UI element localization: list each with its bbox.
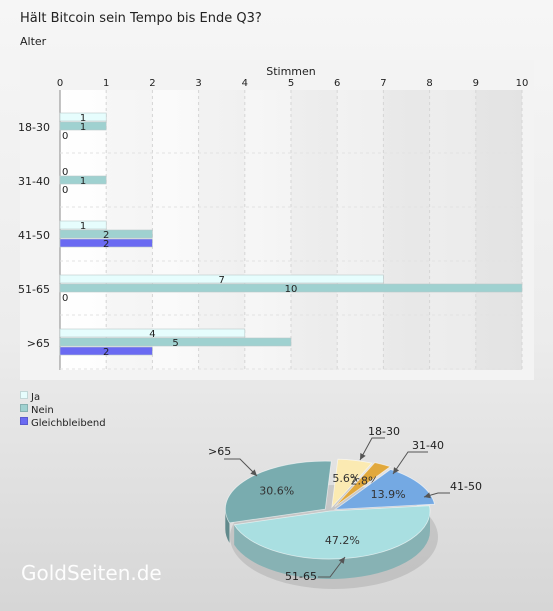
bar-nein-gt65 [59, 337, 292, 347]
legend-swatch-gleichbleibend [20, 417, 28, 425]
data-label: 0 [62, 293, 68, 304]
data-label: 0 [62, 131, 68, 142]
y-tick-label: 41-50 [18, 229, 50, 242]
y-tick-label: 31-40 [18, 175, 50, 188]
bar-nein-31-40 [59, 175, 107, 185]
legend-label-gleichbleibend: Gleichbleibend [31, 418, 106, 429]
legend-item-nein[interactable]: Nein [20, 404, 106, 417]
legend-item-ja[interactable]: Ja [20, 391, 106, 404]
data-label: 4 [149, 329, 155, 340]
bar-nein-41-50 [59, 229, 153, 239]
data-label: 7 [219, 275, 225, 286]
grid-band [383, 90, 429, 370]
pie-slice-18-30 [331, 458, 373, 509]
x-tick-label: 5 [288, 78, 294, 89]
grid-band [291, 90, 337, 370]
data-label: 5 [172, 338, 178, 349]
data-label: 10 [285, 284, 298, 295]
pie-category-label: 18-30 [368, 425, 400, 438]
x-tick-label: 9 [473, 78, 479, 89]
x-tick-label: 2 [149, 78, 155, 89]
bar-chart: 0 1 2 3 4 5 6 7 8 9 10Stimmen18-3011031-4001041-50… [18, 60, 534, 380]
pie-side-51-65 [234, 511, 430, 579]
x-tick-label: 4 [242, 78, 248, 89]
pie-leader-line [224, 458, 258, 477]
pie-category-label: 51-65 [285, 570, 317, 583]
data-label: 0 [62, 167, 68, 178]
x-tick-label: 1 [103, 78, 109, 89]
pie-category-label: >65 [208, 445, 231, 458]
pie-leader-line [318, 556, 346, 578]
data-label: 0 [62, 185, 68, 196]
legend-label-nein: Nein [31, 405, 54, 416]
bar-nein-18-30 [59, 121, 107, 131]
y-tick-label: 18-30 [18, 121, 50, 134]
pie-category-label: 41-50 [450, 480, 482, 493]
data-label: 1 [80, 176, 86, 187]
x-axis-title: Stimmen [266, 65, 316, 78]
grid-band [476, 90, 522, 370]
pie-value-label: 2.8% [351, 474, 379, 487]
pie-leader-arrow [250, 469, 257, 476]
pie-leader-arrow [360, 453, 366, 460]
bar-nein-51-65 [59, 283, 523, 293]
pie-side-gt65 [225, 509, 230, 543]
pie-leader-line [423, 492, 450, 498]
data-label: 1 [80, 221, 86, 232]
x-tick-label: 0 [57, 78, 63, 89]
data-label: 2 [103, 230, 109, 241]
legend: Ja Nein Gleichbleibend [20, 391, 106, 430]
pie-shadow [230, 485, 438, 589]
pie-slice-31-40 [334, 462, 392, 507]
bar-gleichbleibend-gt65 [59, 346, 153, 356]
legend-label-ja: Ja [31, 392, 41, 403]
x-tick-label: 8 [426, 78, 432, 89]
grid-band [199, 90, 245, 370]
x-tick-label: 10 [516, 78, 529, 89]
watermark: GoldSeiten.de [21, 561, 162, 585]
y-tick-label: >65 [27, 337, 50, 350]
pie-leader-arrow [338, 557, 345, 564]
pie-value-label: 47.2% [325, 534, 360, 547]
data-label: 1 [80, 122, 86, 133]
legend-item-gleichbleibend[interactable]: Gleichbleibend [20, 417, 106, 430]
pie-slice-gt65 [224, 460, 332, 524]
pie-value-label: 5.6% [332, 472, 360, 485]
x-tick-label: 6 [334, 78, 340, 89]
bar-gleichbleibend-41-50 [59, 238, 153, 248]
bar-ja-gt65 [59, 328, 246, 338]
pie-leader-arrow [393, 467, 400, 474]
legend-swatch-nein [20, 404, 28, 412]
pie-value-label: 30.6% [259, 485, 294, 498]
bar-ja-18-30 [59, 112, 107, 122]
pie-leader-line [392, 451, 428, 475]
chart-title: Hält Bitcoin sein Tempo bis Ende Q3? [20, 11, 262, 26]
pie-leader-arrow [424, 492, 431, 499]
pie-slice-51-65 [233, 505, 431, 560]
x-tick-label: 7 [380, 78, 386, 89]
data-label: 2 [103, 239, 109, 250]
pie-value-label: 13.9% [371, 488, 406, 501]
pie-category-label: 31-40 [412, 439, 444, 452]
y-tick-label: 51-65 [18, 283, 50, 296]
data-label: 1 [80, 113, 86, 124]
bar-ja-41-50 [59, 220, 107, 230]
legend-swatch-ja [20, 391, 28, 399]
x-tick-label: 3 [195, 78, 201, 89]
chart-subtitle: Alter [20, 35, 47, 48]
bar-ja-51-65 [59, 274, 384, 284]
pie-leader-line [359, 437, 385, 461]
pie-slice-41-50 [333, 469, 436, 510]
data-label: 2 [103, 347, 109, 358]
